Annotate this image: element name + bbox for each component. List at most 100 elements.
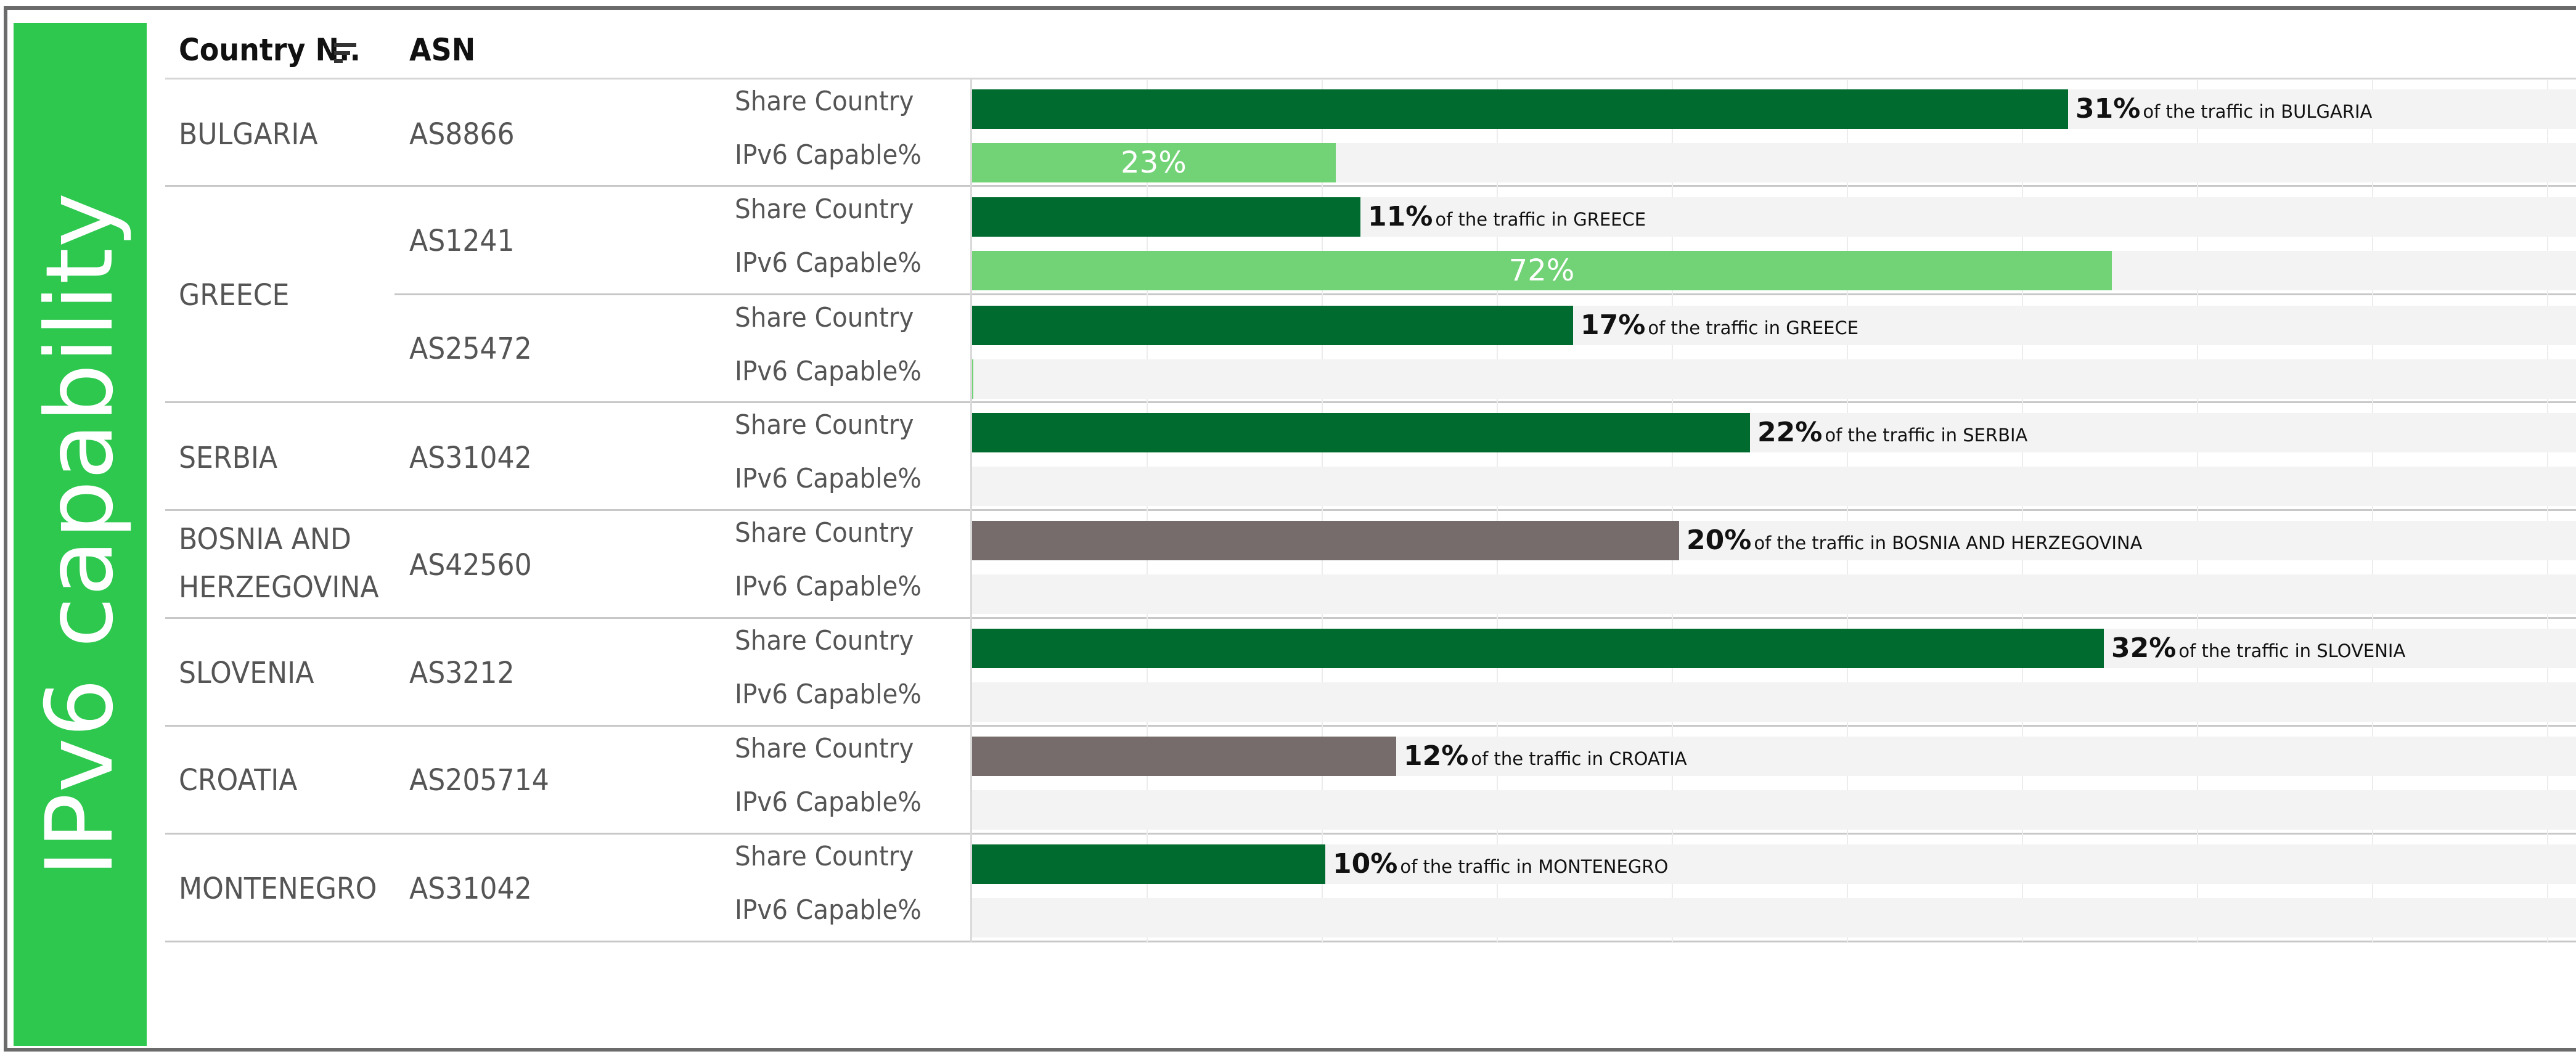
measure-label-ipv6: IPv6 Capable%: [735, 463, 922, 494]
asn-label: AS25472: [409, 332, 532, 366]
row-divider: [165, 833, 2576, 835]
bar-track: [971, 898, 2576, 938]
asn-column-header[interactable]: ASN: [409, 32, 476, 68]
asn-label: AS1241: [409, 224, 515, 258]
country-label-croatia: CROATIA: [179, 763, 298, 798]
ipv6-capable-bar[interactable]: [971, 359, 973, 399]
side-title: IPv6 capability: [27, 192, 134, 877]
measure-label-ipv6: IPv6 Capable%: [735, 894, 922, 926]
asn-label: AS3212: [409, 656, 515, 690]
row-divider: [165, 941, 2576, 942]
dashboard-frame: [4, 6, 2576, 1052]
gridline: [1672, 79, 1673, 942]
share-percent: 22%: [1757, 417, 1823, 448]
share-country-bar[interactable]: [971, 629, 2104, 668]
country-label-bulgaria: BULGARIA: [179, 117, 318, 152]
share-percent: 11%: [1368, 201, 1433, 232]
gridline: [1147, 79, 1148, 942]
share-country-bar[interactable]: [971, 413, 1750, 452]
bar-track: [971, 574, 2576, 614]
bar-track: [971, 359, 2576, 399]
row-divider: [165, 401, 2576, 403]
asn-label: AS205714: [409, 763, 549, 798]
share-country-data-label: 20% of the traffic in BOSNIA AND HERZEGOV…: [1687, 521, 2142, 560]
measure-label-ipv6: IPv6 Capable%: [735, 679, 922, 710]
share-percent: 10%: [1333, 848, 1398, 880]
share-country-bar[interactable]: [971, 844, 1325, 884]
measure-label-ipv6: IPv6 Capable%: [735, 139, 922, 171]
country-label-montenegro: MONTENEGRO: [179, 872, 377, 906]
asn-label: AS8866: [409, 117, 515, 152]
share-country-data-label: 22% of the traffic in SERBIA: [1757, 413, 2027, 452]
share-percent: 20%: [1687, 525, 1752, 556]
measure-label-share: Share Country: [735, 194, 914, 225]
measure-label-ipv6: IPv6 Capable%: [735, 356, 922, 387]
share-country-data-label: 12% of the traffic in CROATIA: [1404, 737, 1687, 776]
measure-label-share: Share Country: [735, 733, 914, 764]
row-divider: [165, 725, 2576, 727]
row-divider: [165, 509, 2576, 511]
country-column-header[interactable]: Country N..: [179, 32, 361, 68]
header-divider: [165, 78, 2576, 80]
gridline: [1847, 79, 1848, 942]
gridline: [1497, 79, 1498, 942]
ipv6-capable-bar[interactable]: [971, 143, 1336, 182]
gridline: [2547, 79, 2548, 942]
share-description: of the traffic in CROATIA: [1471, 748, 1687, 769]
share-description: of the traffic in BOSNIA AND HERZEGOVINA: [1754, 533, 2143, 554]
country-label-serbia: SERBIA: [179, 441, 278, 475]
row-divider: [165, 617, 2576, 619]
side-banner: IPv6 capability: [14, 23, 147, 1046]
share-percent: 31%: [2075, 93, 2141, 125]
row-divider: [165, 185, 2576, 187]
chart-axis-line: [970, 79, 972, 942]
measure-label-share: Share Country: [735, 517, 914, 549]
measure-label-share: Share Country: [735, 841, 914, 872]
share-percent: 17%: [1580, 309, 1646, 341]
ipv6-capable-data-label: 72%: [1508, 253, 1575, 288]
share-description: of the traffic in BULGARIA: [2143, 101, 2373, 122]
gridline: [1322, 79, 1323, 942]
share-country-data-label: 11% of the traffic in GREECE: [1368, 197, 1646, 237]
bar-track: [971, 682, 2576, 722]
measure-label-ipv6: IPv6 Capable%: [735, 247, 922, 279]
measure-label-share: Share Country: [735, 409, 914, 441]
asn-label: AS42560: [409, 548, 532, 582]
share-percent: 32%: [2111, 632, 2177, 664]
share-description: of the traffic in SERBIA: [1825, 425, 2028, 446]
gridline: [2372, 79, 2373, 942]
country-label-slovenia: SLOVENIA: [179, 656, 314, 690]
gridline: [2022, 79, 2023, 942]
share-country-bar[interactable]: [971, 306, 1573, 345]
country-label-bosnia-line2: HERZEGOVINA: [179, 570, 379, 605]
bar-track: [971, 467, 2576, 506]
share-country-data-label: 10% of the traffic in MONTENEGRO: [1333, 844, 1668, 884]
row-divider: [395, 293, 2576, 295]
country-label-bosnia-line1: BOSNIA AND: [179, 522, 351, 557]
share-country-data-label: 17% of the traffic in GREECE: [1580, 306, 1858, 345]
share-country-bar[interactable]: [971, 737, 1396, 776]
share-description: of the traffic in GREECE: [1648, 317, 1859, 338]
share-country-data-label: 31% of the traffic in BULGARIA: [2075, 89, 2372, 129]
ipv6-capable-bar[interactable]: [971, 251, 2112, 290]
share-description: of the traffic in MONTENEGRO: [1400, 856, 1669, 877]
measure-label-share: Share Country: [735, 302, 914, 333]
sort-descending-icon[interactable]: [334, 42, 359, 64]
share-percent: 12%: [1404, 740, 1469, 772]
asn-label: AS31042: [409, 441, 532, 475]
ipv6-capable-data-label: 23%: [1121, 145, 1187, 180]
asn-label: AS31042: [409, 872, 532, 906]
measure-label-share: Share Country: [735, 625, 914, 656]
share-country-data-label: 32% of the traffic in SLOVENIA: [2111, 629, 2405, 668]
share-country-bar[interactable]: [971, 521, 1679, 560]
measure-label-ipv6: IPv6 Capable%: [735, 786, 922, 818]
share-description: of the traffic in SLOVENIA: [2178, 640, 2406, 661]
share-description: of the traffic in GREECE: [1435, 209, 1646, 230]
share-country-bar[interactable]: [971, 89, 2068, 129]
country-label-greece: GREECE: [179, 278, 290, 313]
measure-label-share: Share Country: [735, 86, 914, 117]
bar-track: [971, 790, 2576, 830]
measure-label-ipv6: IPv6 Capable%: [735, 571, 922, 602]
share-country-bar[interactable]: [971, 197, 1360, 237]
gridline: [2197, 79, 2198, 942]
